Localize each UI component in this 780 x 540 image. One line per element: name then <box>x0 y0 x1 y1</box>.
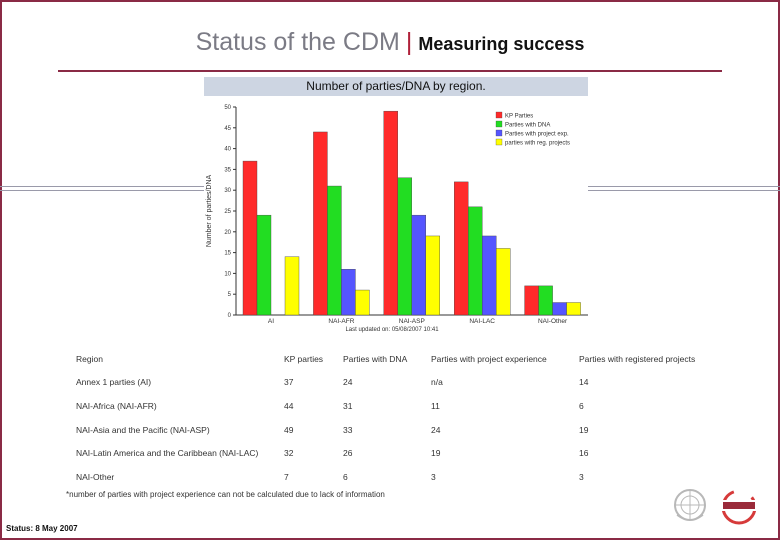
title-separator: | <box>405 28 413 56</box>
table-cell: 44 <box>284 400 294 411</box>
table-cell: 3 <box>579 471 584 482</box>
y-tick-label: 15 <box>224 251 231 257</box>
x-tick-label: NAI-Other <box>538 318 568 325</box>
x-tick-label: NAI-LAC <box>469 318 495 325</box>
y-tick-label: 5 <box>228 292 232 298</box>
x-tick-label: AI <box>268 318 274 325</box>
y-tick-label: 10 <box>224 271 231 277</box>
table-cell: 31 <box>343 400 353 411</box>
legend-swatch <box>495 138 503 146</box>
bar-nai-asp-1 <box>383 110 399 316</box>
table-cell: 6 <box>579 400 584 411</box>
table-cell: NAI-Latin America and the Caribbean (NAI… <box>76 448 259 459</box>
table-cell: NAI-Asia and the Pacific (NAI-ASP) <box>76 424 210 435</box>
table-cell: Parties with DNA <box>343 353 408 364</box>
bar-nai-afr-3 <box>341 269 356 316</box>
table-cell: 19 <box>579 424 589 435</box>
title-main: Status of the CDM <box>195 28 400 56</box>
table-cell: 14 <box>579 377 589 388</box>
legend-swatch <box>495 129 503 137</box>
unfccc-logo-icon <box>721 489 757 525</box>
table-cell: Parties with registered projects <box>579 353 696 364</box>
table-cell: 16 <box>579 448 589 459</box>
legend-swatch <box>495 111 503 119</box>
table-cell: NAI-Other <box>76 471 115 482</box>
y-tick-label: 35 <box>224 167 231 173</box>
bar-nai-lac-3 <box>482 235 497 316</box>
slide-title: Status of the CDM | Measuring success <box>0 28 780 57</box>
table-cell: Region <box>76 353 103 364</box>
legend-label: Parties with project exp. <box>505 132 569 138</box>
y-tick-label: 20 <box>224 230 231 236</box>
table-row: NAI-Africa (NAI-AFR) 44 31 11 6 <box>76 394 719 418</box>
bar-nai-lac-4 <box>496 248 511 316</box>
table-row: NAI-Latin America and the Caribbean (NAI… <box>76 441 719 465</box>
bar-ai-2 <box>256 214 272 316</box>
table-cell: Annex 1 parties (AI) <box>76 377 152 388</box>
bar-nai-afr-1 <box>313 131 328 316</box>
bar-nai-asp-2 <box>397 177 413 316</box>
table-cell: 11 <box>431 400 440 411</box>
table-row: Annex 1 parties (AI) 37 24 n/a 14 <box>76 371 719 395</box>
data-table: Region KP parties Parties with DNA Parties … <box>76 347 719 489</box>
table-cell: 32 <box>284 448 294 459</box>
bar-nai-other-3 <box>552 302 567 316</box>
legend-label: parties with reg. projects <box>505 141 570 147</box>
bar-ai-4 <box>284 256 300 316</box>
bar-nai-asp-4 <box>425 235 441 316</box>
table-cell: 7 <box>284 471 289 482</box>
y-tick-label: 30 <box>224 188 231 194</box>
bar-nai-afr-4 <box>355 289 370 316</box>
table-cell: n/a <box>431 377 443 388</box>
table-cell: 49 <box>284 424 294 435</box>
title-sub: Measuring success <box>418 34 585 54</box>
table-cell: 24 <box>343 377 353 388</box>
un-emblem-icon <box>674 489 706 521</box>
table-cell: 3 <box>431 471 436 482</box>
x-tick-label: NAI-AFR <box>328 318 354 325</box>
legend-swatch <box>495 120 503 128</box>
table-cell: NAI-Africa (NAI-AFR) <box>76 400 157 411</box>
y-tick-label: 25 <box>224 209 231 215</box>
table-cell: Parties with project experience <box>431 353 547 364</box>
table-cell: KP parties <box>284 353 324 364</box>
y-axis-label: Number of parties/DNA <box>206 174 213 247</box>
bar-chart: 0 5 10 15 20 25 30 35 40 45 50 Number of parties/DN… <box>206 105 588 333</box>
table-cell: 19 <box>431 448 441 459</box>
x-tick-label: NAI-ASP <box>399 318 425 325</box>
legend-label: KP Parties <box>505 114 533 120</box>
table-row: NAI-Other 7 6 3 3 <box>76 465 719 489</box>
bar-ai-1 <box>242 160 258 316</box>
x-axis-label: Last updated on: 05/08/2007 10:41 <box>345 327 439 333</box>
y-tick-label: 45 <box>224 126 231 132</box>
bar-nai-lac-1 <box>453 181 469 316</box>
bar-nai-other-4 <box>566 302 581 316</box>
table-row: NAI-Asia and the Pacific (NAI-ASP) 49 33 24… <box>76 418 719 442</box>
bar-nai-asp-3 <box>411 214 427 316</box>
table-header-row: Region KP parties Parties with DNA Parties … <box>76 347 719 371</box>
chart-title: Number of parties/DNA by region. <box>204 77 588 96</box>
table-cell: 24 <box>431 424 441 435</box>
y-tick-label: 40 <box>224 147 231 153</box>
bar-nai-other-2 <box>538 285 553 316</box>
bar-nai-lac-2 <box>468 206 483 316</box>
table-cell: 33 <box>343 424 353 435</box>
y-tick-label: 50 <box>224 105 231 111</box>
y-tick-label: 0 <box>228 313 232 319</box>
table-cell: 37 <box>284 377 294 388</box>
bar-nai-other-1 <box>524 285 539 316</box>
table-cell: 6 <box>343 471 348 482</box>
bar-nai-afr-2 <box>327 185 342 316</box>
legend-label: Parties with DNA <box>505 123 550 129</box>
title-rule <box>58 70 722 72</box>
table-cell: 26 <box>343 448 353 459</box>
footnote: *number of parties with project experien… <box>66 490 385 499</box>
status-date: Status: 8 May 2007 <box>6 524 78 533</box>
